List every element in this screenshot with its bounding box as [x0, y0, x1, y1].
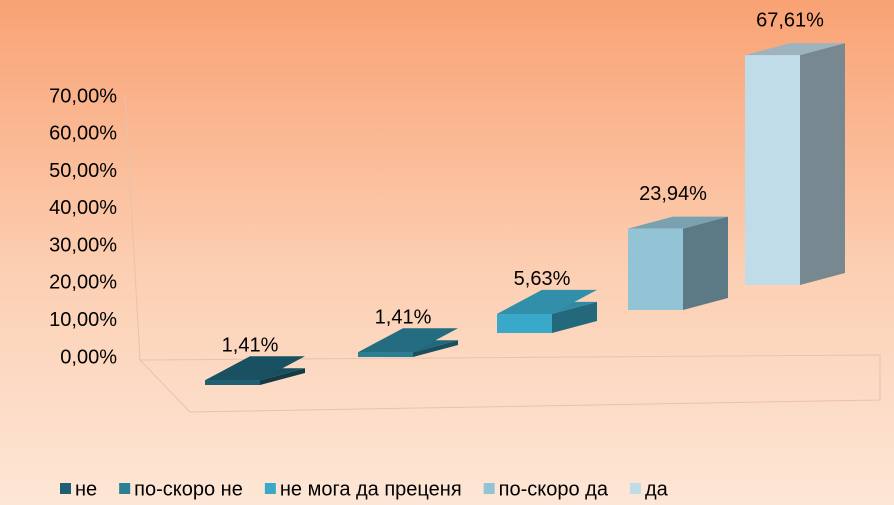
y-tick-label: 20,00% [49, 272, 117, 294]
legend-swatch [629, 483, 641, 494]
data-label: 1,41% [222, 334, 279, 356]
legend-swatch [119, 483, 131, 494]
bar-top [205, 356, 305, 381]
floor [138, 354, 881, 413]
legend-label: не [75, 478, 97, 500]
y-tick-label: 70,00% [49, 85, 117, 107]
legend-label: по-скоро да [499, 478, 609, 500]
bar [497, 313, 552, 333]
bar [628, 228, 683, 310]
legend-label: не мога да преценя [280, 478, 462, 500]
y-tick-label: 40,00% [49, 197, 117, 219]
legend-label: по-скоро не [134, 478, 243, 500]
legend-swatch [264, 483, 276, 494]
bar [205, 380, 260, 385]
legend-label: да [645, 478, 669, 500]
axis-line [124, 94, 141, 361]
y-tick-label: 10,00% [49, 309, 117, 331]
bar-top [745, 43, 845, 56]
bar-side [260, 368, 305, 385]
data-label: 23,94% [639, 183, 707, 205]
bar-side [413, 340, 458, 357]
legend-swatch [60, 483, 71, 494]
data-label: 1,41% [375, 306, 432, 328]
y-tick-label: 30,00% [49, 234, 117, 256]
bar [745, 55, 800, 285]
y-tick-label: 60,00% [49, 123, 117, 145]
data-label: 67,61% [756, 9, 824, 31]
bar-side [552, 301, 597, 333]
bar-side [800, 43, 845, 285]
bar [358, 352, 413, 357]
bar-top [358, 328, 458, 353]
y-tick-label: 0,00% [60, 346, 117, 368]
y-tick-label: 50,00% [49, 160, 117, 182]
data-label: 5,63% [514, 268, 571, 290]
bar-side [683, 216, 728, 310]
bar-top [628, 216, 728, 229]
legend-swatch [483, 483, 495, 494]
bar-top [497, 289, 597, 314]
